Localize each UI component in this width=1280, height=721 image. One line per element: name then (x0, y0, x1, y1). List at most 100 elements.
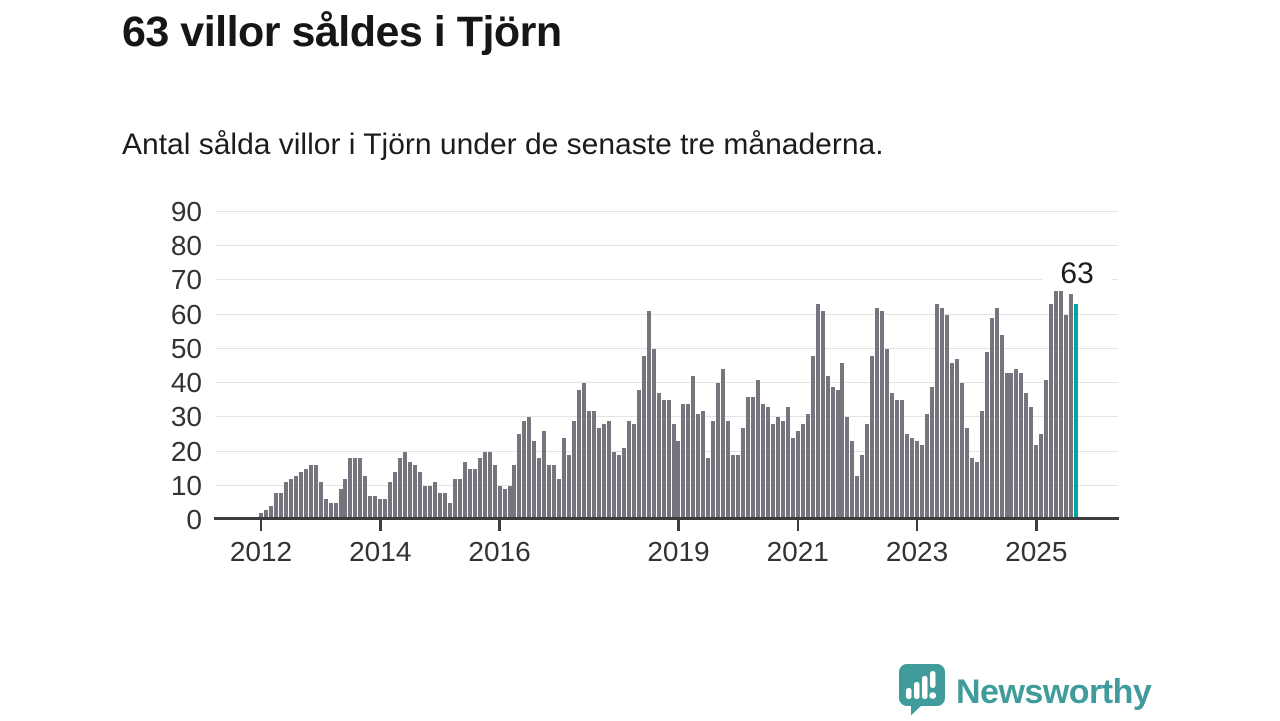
bar (979, 410, 984, 520)
bar (323, 499, 328, 520)
bar (636, 389, 641, 520)
bar (775, 417, 780, 520)
bar (959, 383, 964, 520)
newsworthy-logo: Newsworthy (898, 663, 1152, 721)
bar (994, 307, 999, 520)
bar (587, 410, 592, 520)
bar (388, 482, 393, 520)
bar (567, 454, 572, 520)
bar (263, 509, 268, 520)
bar (949, 362, 954, 520)
gridline (216, 211, 1118, 213)
bar (353, 458, 358, 520)
bar (1029, 407, 1034, 520)
bar (860, 454, 865, 520)
bar (815, 304, 820, 520)
bar (1069, 294, 1074, 520)
y-axis-label: 90 (170, 196, 202, 227)
bar (989, 318, 994, 520)
y-axis-label: 40 (170, 367, 202, 399)
x-axis-tick (259, 520, 263, 531)
bar (547, 465, 552, 520)
bar (552, 465, 557, 520)
bar (929, 386, 934, 520)
gridline (216, 382, 1118, 384)
bar (651, 348, 656, 520)
bar (939, 307, 944, 520)
last-value-annotation: 63 (1042, 257, 1113, 291)
bar (452, 478, 457, 520)
bar (920, 444, 924, 520)
y-axis-label: 50 (170, 332, 202, 364)
bar (666, 400, 671, 520)
x-axis-label: 2019 (647, 536, 710, 567)
bar (517, 434, 522, 520)
bar (298, 472, 303, 520)
bar (413, 465, 418, 520)
bar (308, 465, 313, 520)
bar (686, 403, 691, 520)
bar (820, 311, 825, 520)
bar (522, 420, 527, 520)
bar (765, 407, 770, 520)
bar (572, 420, 577, 520)
bar (910, 437, 915, 520)
gridline (216, 347, 1118, 349)
bar (711, 420, 716, 520)
bar (487, 451, 492, 520)
bar (646, 311, 651, 520)
x-axis-label: 2012 (229, 536, 293, 567)
bar (760, 403, 765, 520)
bar (924, 413, 929, 520)
bar (368, 496, 373, 520)
bar (944, 314, 949, 520)
bar (611, 451, 616, 520)
bar (497, 485, 502, 520)
bar (318, 482, 323, 520)
bar (591, 410, 596, 520)
bar (278, 492, 283, 520)
bar (582, 383, 587, 520)
chart-subtitle: Antal sålda villor i Tjörn under de sena… (122, 128, 884, 161)
bar (398, 458, 403, 520)
bar (512, 465, 517, 520)
bar (1044, 379, 1049, 520)
bar (736, 454, 741, 520)
bar (462, 461, 467, 520)
bar (601, 424, 606, 520)
bar (1059, 290, 1064, 520)
bar (383, 499, 388, 520)
bar (830, 386, 835, 520)
bar (795, 431, 800, 520)
y-axis-label: 30 (170, 401, 202, 433)
bar (283, 482, 288, 520)
bar (790, 437, 795, 520)
bar (621, 448, 626, 520)
bar (606, 420, 611, 520)
bar (835, 389, 840, 520)
bar (1004, 372, 1009, 520)
bar (1019, 372, 1024, 520)
bar (432, 482, 437, 520)
bar (770, 424, 775, 520)
y-axis-label: 60 (170, 298, 202, 330)
bar (805, 413, 810, 520)
bar (596, 427, 601, 520)
bar (731, 454, 736, 520)
bar (895, 400, 900, 520)
bar (780, 420, 785, 520)
bar (626, 420, 631, 520)
x-axis-tick (379, 520, 382, 531)
bar (915, 441, 920, 520)
x-axis-line (214, 517, 1119, 520)
bar (701, 410, 706, 520)
bar (408, 461, 413, 520)
bar (562, 437, 567, 520)
bar (577, 389, 582, 520)
y-axis-label: 70 (170, 264, 202, 296)
bar (328, 502, 333, 520)
bar (716, 383, 721, 520)
bar (671, 424, 676, 520)
bar (467, 468, 472, 520)
bar (810, 355, 815, 520)
